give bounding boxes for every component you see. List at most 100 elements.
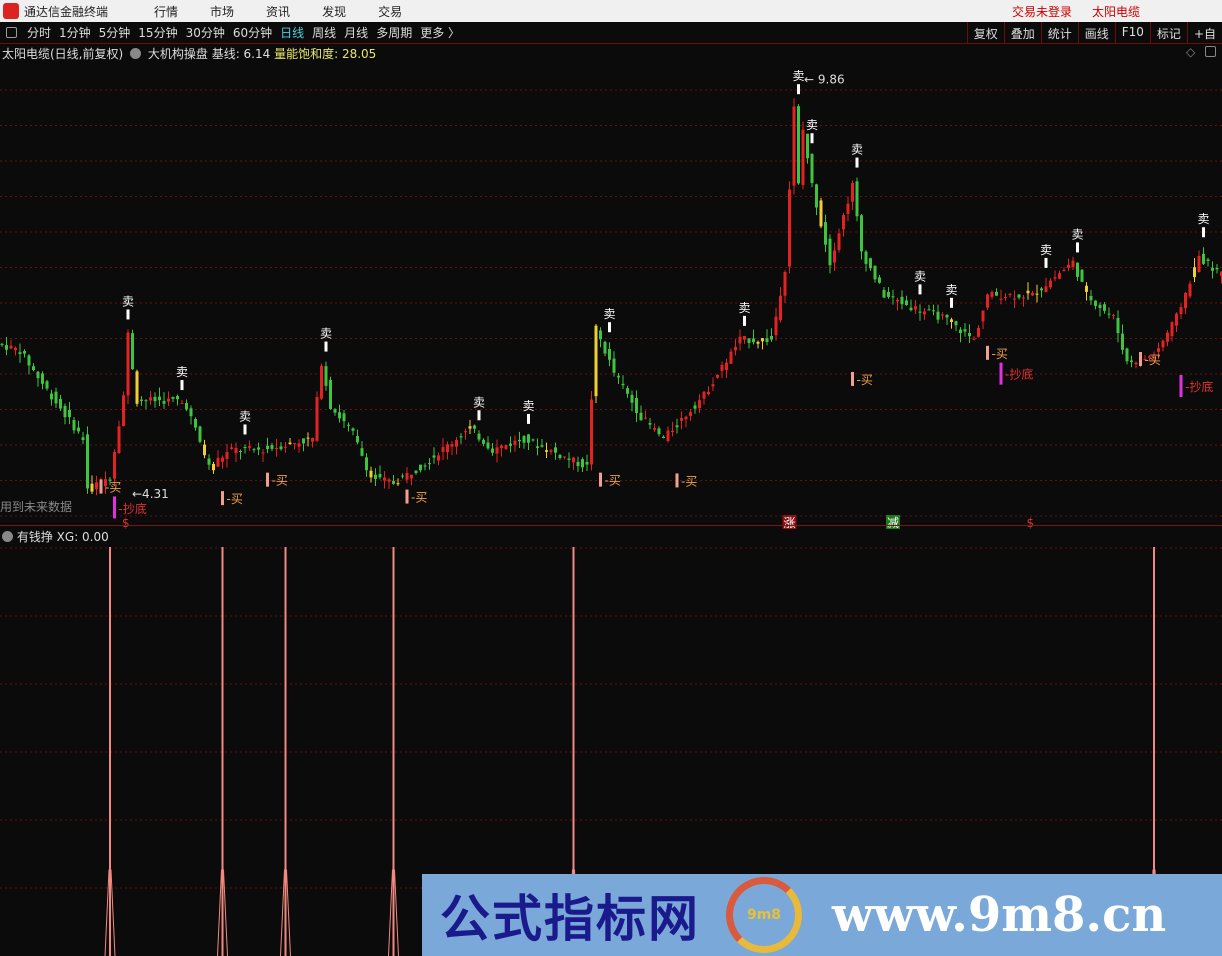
menu-news[interactable]: 资讯 — [266, 4, 291, 19]
watermark-banner: 公式指标网 9m8 www.9m8.cn — [422, 874, 1222, 956]
panel-divider[interactable] — [0, 525, 1222, 526]
candle-body — [392, 480, 395, 484]
candle-body — [914, 306, 917, 310]
candle-body — [149, 397, 152, 401]
candle-body — [207, 458, 211, 465]
candle-body — [144, 400, 148, 402]
candle-body — [590, 399, 593, 465]
marker-label: $ — [1027, 516, 1035, 530]
candle-body — [576, 461, 580, 466]
period-tab[interactable]: 15分钟 — [138, 26, 178, 40]
candle-body — [441, 447, 445, 452]
candle-body — [1062, 269, 1066, 272]
sell-signal-label: 卖 — [239, 409, 251, 423]
candle-body — [0, 343, 4, 345]
candle-body — [225, 452, 229, 459]
candle-body — [905, 300, 908, 305]
candle-body — [356, 436, 359, 443]
sell-signal-bar — [950, 297, 953, 308]
period-tab[interactable]: 30分钟 — [185, 26, 225, 40]
candle-body — [671, 430, 674, 432]
candle-body — [495, 447, 499, 454]
menu-market[interactable]: 行情 — [154, 4, 179, 19]
sell-signal-bar — [743, 315, 746, 326]
candle-body — [626, 388, 629, 394]
menu-discover[interactable]: 发现 — [322, 4, 347, 19]
candle-body — [248, 446, 251, 448]
overlay-button[interactable]: 叠加 — [1003, 22, 1041, 44]
period-tab[interactable]: 分时 — [27, 26, 52, 40]
period-tab[interactable]: 多周期 — [376, 26, 413, 40]
candle-body — [293, 443, 296, 445]
candle-body — [104, 479, 107, 487]
sidebar-toggle-icon[interactable] — [6, 27, 17, 38]
period-tab[interactable]: 60分钟 — [232, 26, 273, 40]
candle-body — [108, 479, 112, 481]
candle-body — [216, 458, 220, 467]
diamond-icon[interactable]: ◇ — [1186, 45, 1196, 59]
candle-body — [621, 383, 625, 386]
candle-body — [1202, 253, 1205, 264]
period-tab[interactable]: 5分钟 — [98, 26, 131, 40]
sub-indicator-info: 有钱挣 XG: 0.00 — [2, 528, 109, 545]
candle-body — [63, 405, 67, 418]
buy-signal-label: -买 — [105, 481, 121, 495]
period-tab[interactable]: 1分钟 — [59, 26, 91, 40]
period-tab-daily[interactable]: 日线 — [280, 26, 305, 40]
candle-body — [1170, 322, 1174, 337]
candle-body — [1058, 273, 1061, 279]
candle-body — [365, 457, 368, 471]
candle-body — [297, 443, 301, 447]
stock-name: 太阳电缆 — [1092, 5, 1141, 19]
menu-markets[interactable]: 市场 — [210, 4, 235, 19]
candle-body — [711, 384, 715, 387]
more-periods-button[interactable]: 更多 〉 — [420, 26, 461, 40]
candle-body — [617, 375, 620, 378]
sell-signal-bar — [608, 322, 611, 333]
candle-body — [936, 311, 940, 320]
candle-body — [747, 338, 751, 344]
candle-body — [1148, 356, 1151, 358]
panel-toggle-icon[interactable] — [1205, 46, 1216, 57]
candle-body — [1152, 356, 1156, 359]
indicator-dropdown-icon[interactable] — [2, 531, 13, 542]
xg-spike-base — [217, 869, 228, 956]
candle-body — [1035, 293, 1039, 295]
buy-signal-bar — [1139, 351, 1142, 366]
candle-body — [72, 419, 76, 431]
candle-body — [396, 483, 400, 485]
candle-body — [734, 346, 737, 351]
candle-body — [990, 291, 994, 297]
base-line-value: 基线: 6.14 — [211, 47, 271, 61]
candle-body — [720, 364, 724, 371]
candle-body — [153, 396, 157, 402]
period-tab[interactable]: 周线 — [312, 26, 337, 40]
statistics-button[interactable]: 统计 — [1040, 22, 1078, 44]
add-custom-button[interactable]: +自 — [1186, 22, 1222, 44]
sell-signal-bar — [810, 133, 814, 144]
candle-body — [1107, 313, 1111, 315]
candle-body — [450, 444, 454, 447]
restore-rights-button[interactable]: 复权 — [966, 22, 1004, 44]
candle-body — [698, 400, 701, 409]
candle-body — [275, 447, 278, 450]
menu-trade[interactable]: 交易 — [378, 4, 403, 19]
login-status[interactable]: 交易未登录 — [1012, 5, 1073, 19]
candle-body — [581, 459, 584, 468]
candle-body — [239, 451, 242, 453]
candle-body — [405, 472, 409, 480]
xg-value: XG: 0.00 — [56, 530, 109, 544]
draw-line-button[interactable]: 画线 — [1077, 22, 1115, 44]
period-tab[interactable]: 月线 — [344, 26, 369, 40]
indicator-dropdown-icon[interactable] — [130, 48, 142, 59]
xg-spike-base — [104, 869, 116, 956]
mark-button[interactable]: 标记 — [1149, 22, 1187, 44]
f10-button[interactable]: F10 — [1114, 22, 1150, 44]
candle-body — [639, 412, 643, 421]
candle-body — [968, 332, 971, 337]
candle-body — [1089, 295, 1093, 301]
candle-body — [756, 341, 760, 344]
candle-body — [585, 462, 589, 465]
candle-body — [680, 418, 683, 421]
